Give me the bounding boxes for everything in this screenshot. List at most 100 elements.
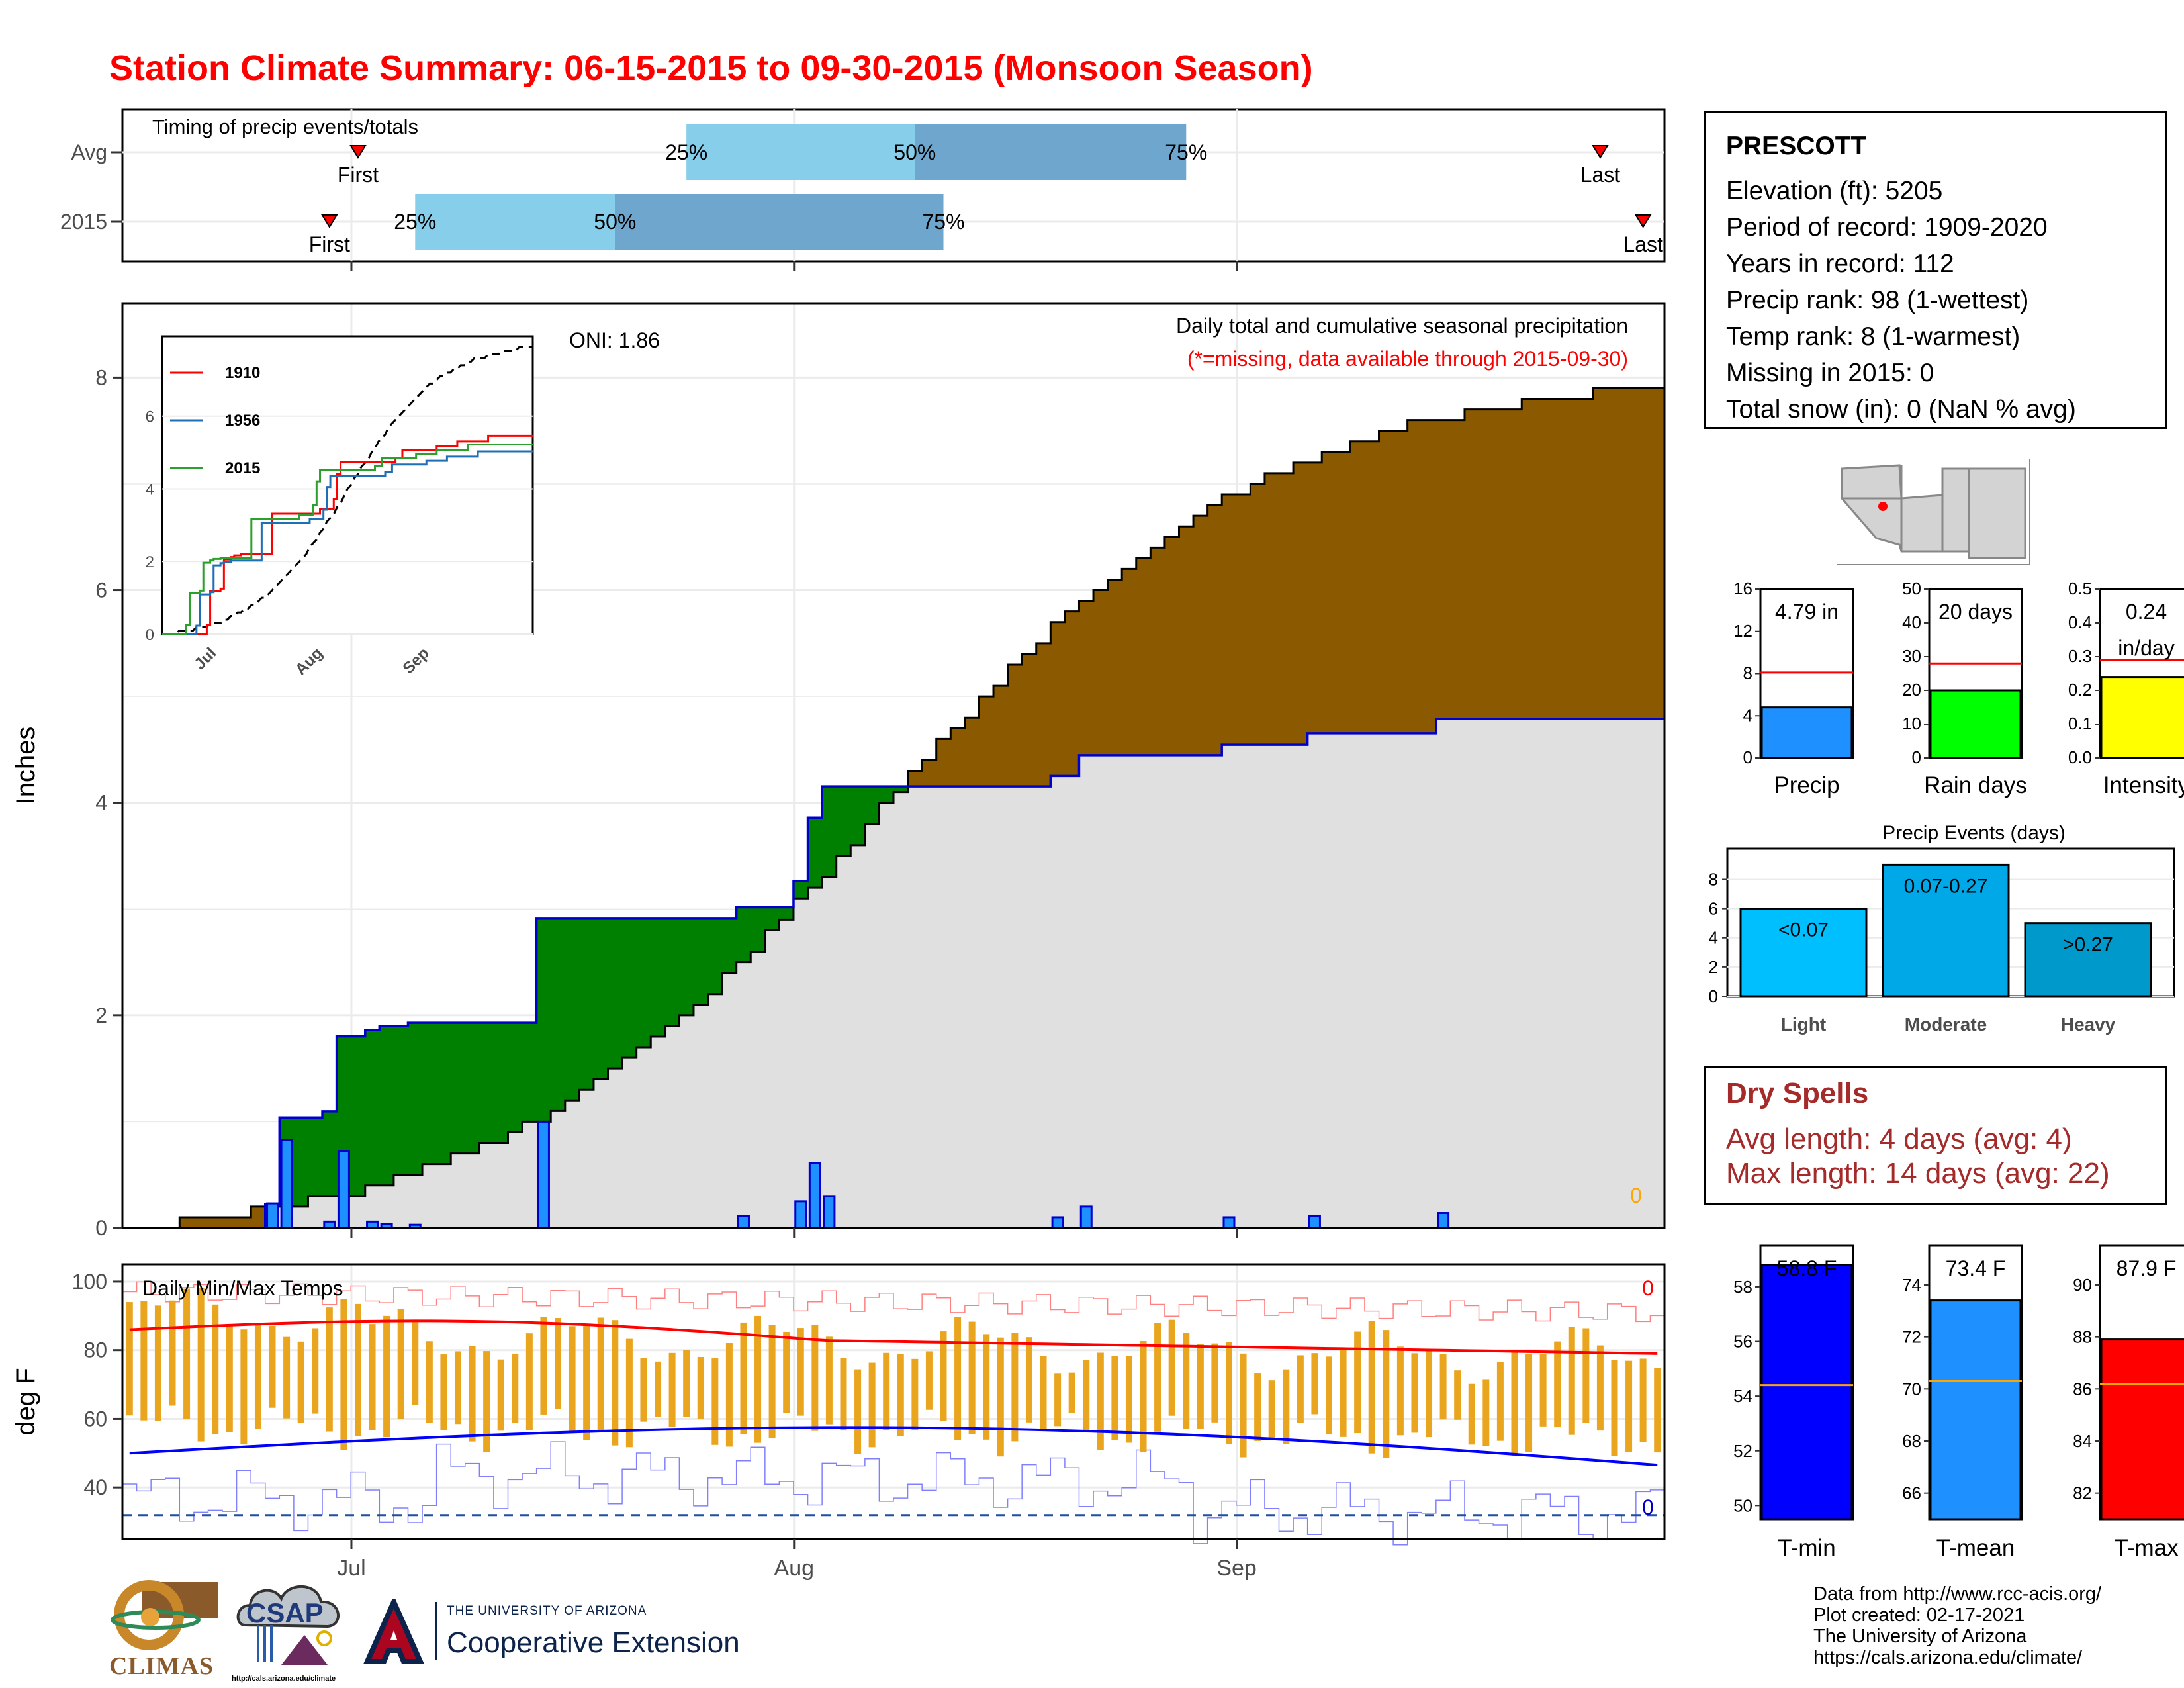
- deficit-area: [208, 1217, 223, 1228]
- locator-map: [1837, 459, 2030, 565]
- footer-line: Data from http://www.rcc-acis.org/: [1813, 1583, 2102, 1605]
- y-tick-label: 6: [95, 579, 107, 602]
- deficit-area: [993, 686, 1009, 787]
- mini-value-label: 20 days: [1938, 600, 2013, 624]
- daily-temp-bar: [1311, 1353, 1318, 1415]
- cumulative-base: [1136, 755, 1151, 1228]
- mini-y-tick-label: 0.1: [2068, 714, 2092, 733]
- daily-temp-bar: [640, 1358, 647, 1422]
- events-y-tick-label: 2: [1709, 957, 1718, 977]
- mini-chart-name: Precip: [1774, 773, 1839, 798]
- cumulative-base: [1222, 745, 1237, 1228]
- mini-y-tick-label: 8: [1743, 663, 1752, 683]
- deficit-area: [1422, 420, 1437, 733]
- mini-y-tick-label: 0.2: [2068, 680, 2092, 700]
- deficit-area: [1650, 388, 1665, 719]
- cumulative-base: [893, 792, 909, 1228]
- daily-temp-bar: [768, 1325, 776, 1438]
- deficit-area: [1635, 388, 1651, 719]
- surplus-area: [751, 907, 766, 952]
- deficit-area: [1250, 483, 1265, 745]
- quartile-bar-lower: [686, 124, 915, 180]
- cumulative-base: [993, 786, 1009, 1228]
- record-max-count: 0: [1642, 1276, 1654, 1300]
- daily-temp-bar: [1054, 1373, 1062, 1427]
- cumulative-base: [736, 962, 751, 1228]
- daily-temp-bar: [868, 1362, 876, 1448]
- inset-frame: [161, 335, 534, 635]
- daily-temp-bar: [454, 1351, 461, 1425]
- daily-temp-bar: [754, 1315, 762, 1443]
- deficit-area: [1236, 494, 1251, 745]
- first-marker: [321, 214, 338, 228]
- daily-temp-bar: [555, 1318, 562, 1409]
- y-tick-label: 40: [83, 1476, 107, 1499]
- cumulative-base: [1479, 718, 1494, 1228]
- surplus-area: [293, 1117, 308, 1207]
- cumulative-base: [1593, 718, 1608, 1228]
- surplus-area: [836, 786, 851, 856]
- daily-temp-bar: [1368, 1321, 1375, 1454]
- cumulative-base: [1322, 733, 1337, 1228]
- daily-temp-bar: [1625, 1360, 1633, 1452]
- daily-temp-bar: [169, 1300, 176, 1406]
- temp-y-tick-label: 56: [1733, 1332, 1752, 1352]
- missing-count: 0: [1630, 1184, 1642, 1207]
- cumulative-base: [493, 1143, 508, 1228]
- mini-y-tick-label: 40: [1902, 612, 1921, 632]
- deficit-area: [1007, 664, 1023, 787]
- surplus-area: [422, 1023, 437, 1164]
- deficit-area: [179, 1217, 195, 1228]
- cumulative-base: [465, 1153, 480, 1228]
- timing-row-label: 2015: [60, 210, 107, 234]
- mini-y-tick-label: 12: [1733, 621, 1752, 641]
- cumulative-base: [964, 786, 979, 1228]
- station-line: Years in record: 112: [1726, 250, 1954, 278]
- dry-spells-box: Dry Spells Avg length: 4 days (avg: 4) M…: [1704, 1066, 2167, 1205]
- deficit-area: [222, 1217, 238, 1228]
- surplus-area: [679, 918, 694, 1015]
- dry-spells-avg: Avg length: 4 days (avg: 4): [1726, 1123, 2072, 1155]
- temp-bar-name: T-max: [2114, 1535, 2179, 1561]
- quartile-bar-upper: [615, 194, 944, 250]
- daily-temp-bar: [1639, 1358, 1647, 1443]
- cumulative-base: [1564, 718, 1580, 1228]
- surplus-area: [551, 918, 566, 1111]
- deficit-area: [1050, 622, 1066, 776]
- daily-temp-bar: [512, 1353, 519, 1424]
- timing-label: Timing of precip events/totals: [152, 115, 418, 138]
- mini-value-bar: [1929, 689, 2022, 759]
- cumulative-base: [722, 972, 737, 1228]
- surplus-area: [579, 918, 594, 1090]
- inset-series-line: [162, 434, 533, 635]
- deficit-area: [193, 1217, 208, 1228]
- record-min-count: 0: [1642, 1495, 1654, 1519]
- mini-y-tick-label: 30: [1902, 646, 1921, 666]
- daily-precip-bar: [266, 1202, 279, 1229]
- cumulative-base: [1022, 786, 1037, 1228]
- daily-temp-bar: [612, 1320, 619, 1446]
- deficit-area: [1293, 462, 1308, 745]
- cumulative-base: [1279, 745, 1294, 1228]
- page-title: Station Climate Summary: 06-15-2015 to 0…: [109, 48, 1313, 88]
- surplus-area: [436, 1023, 451, 1164]
- mini-value-label: 4.79 in: [1775, 600, 1839, 624]
- station-line: Temp rank: 8 (1-warmest): [1726, 322, 2021, 351]
- daily-temp-bar: [183, 1288, 191, 1419]
- daily-temp-bar: [1154, 1323, 1161, 1432]
- daily-temp-bar: [1211, 1343, 1218, 1423]
- inset-avg-line: [165, 346, 533, 635]
- temp-y-tick-label: 86: [2073, 1379, 2092, 1399]
- temp-y-tick-label: 74: [1902, 1275, 1921, 1295]
- timing-panel: Timing of precip events/totals Avg 2015 25%…: [60, 108, 1666, 271]
- daily-temp-bar: [1140, 1340, 1147, 1452]
- event-bar-label: >0.27: [2063, 934, 2113, 956]
- daily-temp-bar: [668, 1352, 676, 1428]
- deficit-area: [1507, 409, 1522, 719]
- inset-y-tick-label: 0: [146, 626, 154, 644]
- station-line: Precip rank: 98 (1-wettest): [1726, 286, 2029, 314]
- footer-line: Plot created: 02-17-2021: [1813, 1605, 2025, 1626]
- daily-temp-bar: [1025, 1337, 1032, 1423]
- cumulative-base: [522, 1121, 537, 1228]
- last-marker-label: Last: [1623, 232, 1663, 256]
